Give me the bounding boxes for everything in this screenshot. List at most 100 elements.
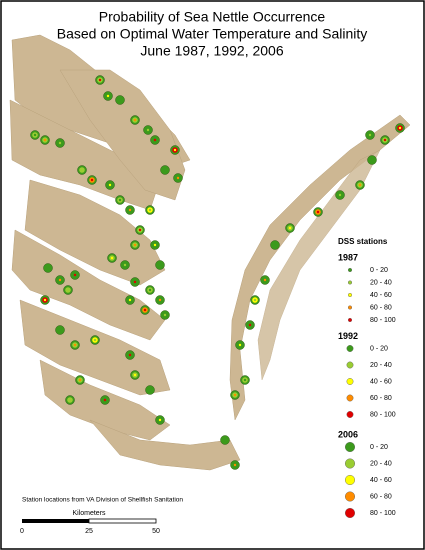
station — [158, 298, 162, 302]
station — [118, 198, 122, 202]
station — [128, 353, 132, 357]
station — [316, 210, 320, 214]
station — [68, 398, 72, 402]
legend-symbol — [348, 280, 353, 285]
legend-year: 1992 — [338, 331, 358, 341]
legend-label: 60 - 80 — [370, 304, 392, 311]
station — [110, 256, 114, 260]
station — [158, 418, 162, 422]
legend-year: 2006 — [338, 429, 358, 439]
legend: DSS stations 1987 0 - 20 20 - 40 40 - 60 60 … — [338, 237, 396, 519]
legend-symbol — [348, 305, 353, 310]
title: June 1987, 1992, 2006 — [140, 43, 283, 59]
legend-symbol — [348, 293, 353, 298]
title: Based on Optimal Water Temperature and S… — [57, 26, 368, 42]
legend-symbol — [346, 361, 354, 369]
legend-title: DSS stations — [338, 237, 388, 246]
station — [90, 178, 94, 182]
station — [73, 273, 77, 277]
station — [143, 308, 147, 312]
station — [93, 338, 97, 342]
scale-bar: Kilometers 0 25 50 — [20, 510, 160, 535]
station — [288, 226, 292, 230]
station — [133, 373, 137, 377]
legend-label: 40 - 60 — [370, 477, 392, 484]
station — [173, 148, 177, 152]
legend-year: 1987 — [338, 252, 358, 262]
station — [33, 133, 37, 137]
station — [233, 393, 237, 397]
legend-symbol — [345, 442, 356, 453]
station — [398, 126, 402, 130]
legend-symbol — [346, 378, 354, 385]
legend-symbol — [348, 268, 353, 273]
legend-symbol — [346, 411, 354, 418]
station — [358, 183, 362, 187]
station — [133, 280, 137, 284]
legend-label: 80 - 100 — [370, 317, 396, 324]
station — [148, 288, 152, 292]
station — [338, 193, 342, 197]
station — [108, 183, 112, 187]
legend-label: 20 - 40 — [370, 460, 392, 467]
station — [138, 228, 142, 232]
station — [43, 298, 47, 302]
station — [153, 138, 157, 142]
station — [118, 98, 122, 102]
legend-symbol — [345, 475, 356, 486]
station — [223, 438, 227, 442]
scale-tick: 0 — [20, 528, 24, 535]
legend-label: 60 - 80 — [370, 493, 392, 500]
station — [128, 298, 132, 302]
legend-label: 40 - 60 — [370, 292, 392, 299]
legend-label: 20 - 40 — [370, 279, 392, 286]
legend-label: 0 - 20 — [370, 345, 388, 352]
scale-segment — [88, 518, 157, 524]
scale-segment — [22, 519, 89, 523]
legend-symbol — [345, 491, 356, 502]
source-note: Station locations from VA Division of Sh… — [22, 497, 183, 504]
station — [46, 266, 50, 270]
station — [98, 78, 102, 82]
station — [148, 388, 152, 392]
station — [128, 208, 132, 212]
station — [106, 94, 110, 98]
station — [158, 263, 162, 267]
station — [58, 278, 62, 282]
station — [123, 263, 127, 267]
legend-label: 20 - 40 — [370, 362, 392, 369]
legend-symbol — [346, 394, 354, 402]
station — [148, 208, 152, 212]
station — [253, 298, 257, 302]
legend-symbol — [345, 458, 356, 469]
station — [66, 288, 70, 292]
station — [43, 138, 47, 142]
station — [383, 138, 387, 142]
station — [248, 323, 252, 327]
scale-unit: Kilometers — [72, 510, 106, 517]
scale-tick: 25 — [85, 528, 93, 535]
legend-symbol — [348, 318, 353, 323]
station — [80, 168, 84, 172]
legend-label: 0 - 20 — [370, 444, 388, 451]
legend-label: 80 - 100 — [370, 510, 396, 517]
station — [58, 328, 62, 332]
station — [238, 343, 242, 347]
legend-label: 0 - 20 — [370, 267, 388, 274]
station — [273, 243, 277, 247]
station — [243, 378, 247, 382]
station — [153, 243, 157, 247]
station — [133, 118, 137, 122]
station — [163, 168, 167, 172]
station — [368, 133, 372, 137]
station — [233, 463, 237, 467]
station — [263, 278, 267, 282]
legend-symbol — [346, 345, 354, 352]
station — [146, 128, 150, 132]
station — [78, 378, 82, 382]
station — [370, 158, 374, 162]
legend-symbol — [345, 508, 356, 519]
title: Probability of Sea Nettle Occurrence — [99, 9, 326, 25]
station — [73, 343, 77, 347]
